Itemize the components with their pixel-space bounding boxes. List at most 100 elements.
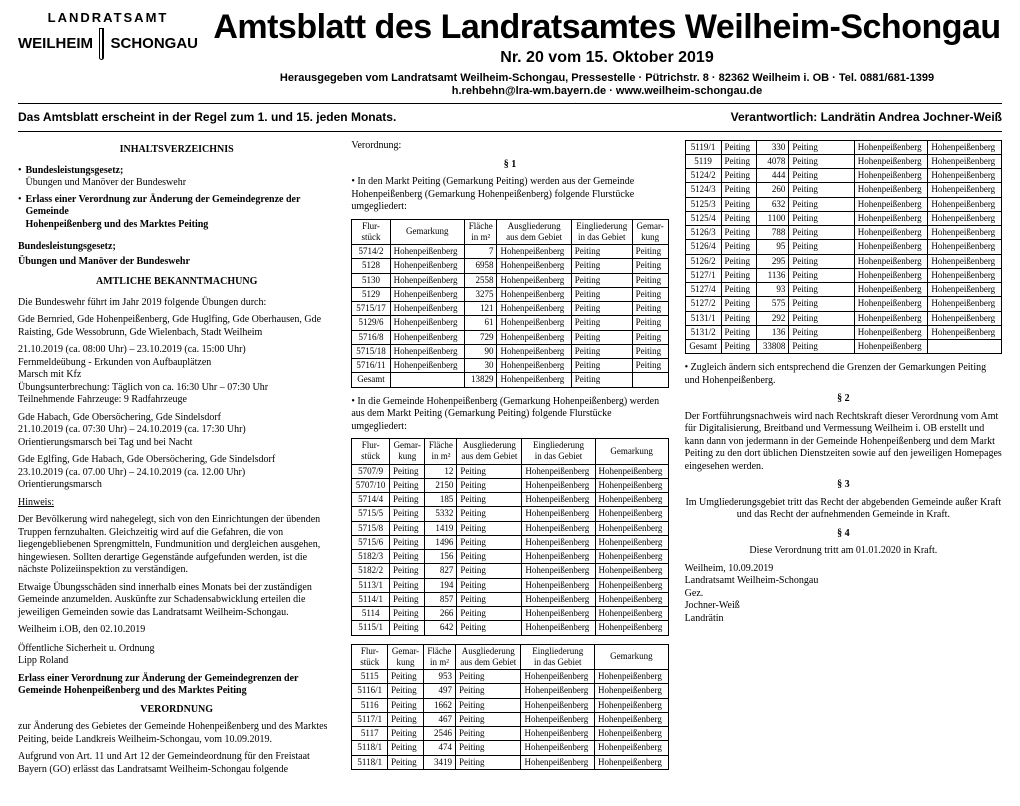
table-cell: 33808: [757, 340, 789, 354]
table-cell: Hohenpeißenberg: [928, 240, 1002, 254]
table-cell: Hohenpeißenberg: [522, 592, 595, 606]
table-row: 5714/2Hohenpeißenberg7HohenpeißenbergPei…: [352, 245, 668, 259]
logo-line1: LANDRATSAMT: [18, 10, 198, 26]
table-cell: Hohenpeißenberg: [390, 330, 464, 344]
crest-icon: [99, 28, 104, 60]
table-cell: 5118/1: [352, 755, 388, 769]
table-cell: Peiting: [721, 340, 757, 354]
table-cell: Peiting: [571, 359, 632, 373]
parcel-table-1: Flur- stückGemarkungFläche in m²Ausglied…: [351, 219, 668, 388]
table-cell: Peiting: [789, 240, 854, 254]
table-cell: Peiting: [457, 521, 522, 535]
body-text: 21.10.2019 (ca. 08:00 Uhr) – 23.10.2019 …: [18, 344, 335, 407]
table-cell: 5124/3: [685, 183, 721, 197]
table-cell: Hohenpeißenberg: [521, 712, 595, 726]
table-cell: Hohenpeißenberg: [928, 283, 1002, 297]
body-text: zur Änderung des Gebietes der Gemeinde H…: [18, 721, 335, 746]
decree-title: Erlass einer Verordnung zur Änderung der…: [18, 673, 335, 698]
table-row: GesamtPeiting33808PeitingHohenpeißenberg: [685, 340, 1001, 354]
table-cell: Hohenpeißenberg: [854, 240, 928, 254]
official-notice-heading: AMTLICHE BEKANNTMACHUNG: [18, 276, 335, 289]
table-cell: Peiting: [789, 140, 854, 154]
table-cell: Peiting: [456, 712, 521, 726]
table-header: Flur- stück: [352, 439, 390, 465]
table-cell: Peiting: [457, 493, 522, 507]
table-row: 5715/17Hohenpeißenberg121Hohenpeißenberg…: [352, 302, 668, 316]
table-cell: Hohenpeißenberg: [928, 140, 1002, 154]
table-header: Ausgliederung aus dem Gebiet: [457, 439, 522, 465]
table-cell: Peiting: [632, 302, 668, 316]
table-header: Gemarkung: [595, 644, 669, 670]
table-cell: Peiting: [721, 169, 757, 183]
table-header: Eingliederung in das Gebiet: [522, 439, 595, 465]
body-text: • In den Markt Peiting (Gemarkung Peitin…: [351, 176, 668, 214]
body-text: • In die Gemeinde Hohenpeißenberg (Gemar…: [351, 396, 668, 434]
table-cell: Peiting: [390, 507, 425, 521]
table-row: 5114Peiting266PeitingHohenpeißenbergHohe…: [352, 607, 668, 621]
publication-title: Amtsblatt des Landratsamtes Weilheim-Sch…: [212, 10, 1002, 46]
table-cell: Hohenpeißenberg: [928, 268, 1002, 282]
table-header: Eingliederung in das Gebiet: [521, 644, 595, 670]
table-cell: 5125/4: [685, 211, 721, 225]
table-cell: Peiting: [390, 535, 425, 549]
table-cell: Hohenpeißenberg: [522, 621, 595, 635]
table-cell: Peiting: [789, 154, 854, 168]
table-cell: Peiting: [789, 197, 854, 211]
table-cell: Peiting: [721, 154, 757, 168]
table-cell: Hohenpeißenberg: [390, 259, 464, 273]
table-cell: Peiting: [388, 670, 424, 684]
paragraph-heading: § 3: [685, 479, 1002, 492]
table-cell: Peiting: [632, 344, 668, 358]
table-cell: 1662: [423, 698, 455, 712]
table-header: Eingliederung in das Gebiet: [571, 219, 632, 245]
table-cell: Peiting: [721, 283, 757, 297]
table-row: 5131/2Peiting136PeitingHohenpeißenbergHo…: [685, 325, 1001, 339]
table-cell: 6958: [464, 259, 497, 273]
table-cell: Hohenpeißenberg: [854, 140, 928, 154]
table-cell: Hohenpeißenberg: [595, 712, 669, 726]
table-row: Gesamt13829HohenpeißenbergPeiting: [352, 373, 668, 387]
table-cell: Hohenpeißenberg: [497, 344, 571, 358]
table-cell: Peiting: [457, 550, 522, 564]
table-cell: 90: [464, 344, 497, 358]
table-row: 5124/2Peiting444PeitingHohenpeißenbergHo…: [685, 169, 1001, 183]
table-cell: 5126/2: [685, 254, 721, 268]
masthead-right: Amtsblatt des Landratsamtes Weilheim-Sch…: [212, 10, 1002, 99]
table-cell: 642: [425, 621, 457, 635]
table-cell: 632: [757, 197, 789, 211]
table-cell: Peiting: [571, 302, 632, 316]
table-cell: Hohenpeißenberg: [521, 741, 595, 755]
table-cell: Peiting: [571, 259, 632, 273]
table-cell: 5715/17: [352, 302, 390, 316]
table-cell: Peiting: [789, 297, 854, 311]
table-cell: 3419: [423, 755, 455, 769]
table-cell: 5125/3: [685, 197, 721, 211]
table-row: 5115Peiting953PeitingHohenpeißenbergHohe…: [352, 670, 668, 684]
table-row: 5117/1Peiting467PeitingHohenpeißenbergHo…: [352, 712, 668, 726]
table-cell: Hohenpeißenberg: [854, 340, 928, 354]
table-row: 5113/1Peiting194PeitingHohenpeißenbergHo…: [352, 578, 668, 592]
sub-bar: Das Amtsblatt erscheint in der Regel zum…: [18, 104, 1002, 132]
table-cell: Peiting: [571, 245, 632, 259]
table-cell: Peiting: [632, 359, 668, 373]
paragraph-heading: § 1: [351, 159, 668, 172]
table-header: Flur- stück: [352, 219, 390, 245]
table-cell: Hohenpeißenberg: [854, 169, 928, 183]
table-cell: 330: [757, 140, 789, 154]
table-header: Ausgliederung aus dem Gebiet: [497, 219, 571, 245]
table-cell: Peiting: [388, 741, 424, 755]
table-cell: 5131/1: [685, 311, 721, 325]
table-cell: Hohenpeißenberg: [595, 698, 669, 712]
table-cell: 5127/1: [685, 268, 721, 282]
table-cell: Peiting: [571, 287, 632, 301]
table-cell: Peiting: [457, 507, 522, 521]
table-cell: Hohenpeißenberg: [595, 741, 669, 755]
logo-line2b: SCHONGAU: [110, 35, 198, 54]
paragraph-heading: § 2: [685, 393, 1002, 406]
table-cell: 474: [423, 741, 455, 755]
table-cell: Hohenpeißenberg: [390, 287, 464, 301]
table-cell: Peiting: [721, 268, 757, 282]
table-row: 5117Peiting2546PeitingHohenpeißenbergHoh…: [352, 727, 668, 741]
table-cell: Hohenpeißenberg: [521, 684, 595, 698]
table-cell: Hohenpeißenberg: [928, 183, 1002, 197]
